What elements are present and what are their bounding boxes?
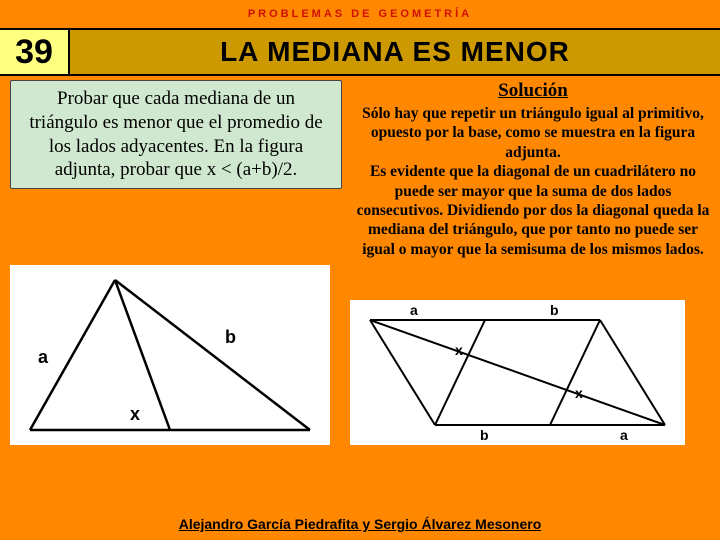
figures-row: a b x a b x x b a	[0, 259, 720, 450]
content-area: Probar que cada mediana de un triángulo …	[0, 76, 720, 259]
svg-text:b: b	[550, 302, 559, 318]
page-title: LA MEDIANA ES MENOR	[70, 30, 720, 74]
right-column: Solución Sólo hay que repetir un triángu…	[350, 80, 710, 259]
title-row: 39 LA MEDIANA ES MENOR	[0, 28, 720, 76]
solution-text: Sólo hay que repetir un triángulo igual …	[356, 104, 710, 259]
figure-left-container: a b x	[10, 265, 350, 450]
svg-text:b: b	[225, 327, 236, 347]
left-column: Probar que cada mediana de un triángulo …	[10, 80, 350, 259]
svg-text:x: x	[455, 342, 463, 358]
svg-text:x: x	[575, 385, 583, 401]
svg-text:b: b	[480, 427, 489, 443]
figure-left: a b x	[10, 265, 330, 445]
solution-title: Solución	[356, 80, 710, 102]
page-strip: PROBLEMAS DE GEOMETRÍA	[0, 0, 720, 28]
svg-text:a: a	[620, 427, 628, 443]
figure-right-container: a b x x b a	[350, 300, 710, 450]
footer-credits: Alejandro García Piedrafita y Sergio Álv…	[0, 516, 720, 532]
svg-text:a: a	[410, 302, 418, 318]
svg-text:a: a	[38, 347, 49, 367]
problem-number: 39	[0, 30, 70, 74]
problem-statement: Probar que cada mediana de un triángulo …	[10, 80, 342, 189]
figure-right: a b x x b a	[350, 300, 685, 445]
svg-text:x: x	[130, 404, 140, 424]
